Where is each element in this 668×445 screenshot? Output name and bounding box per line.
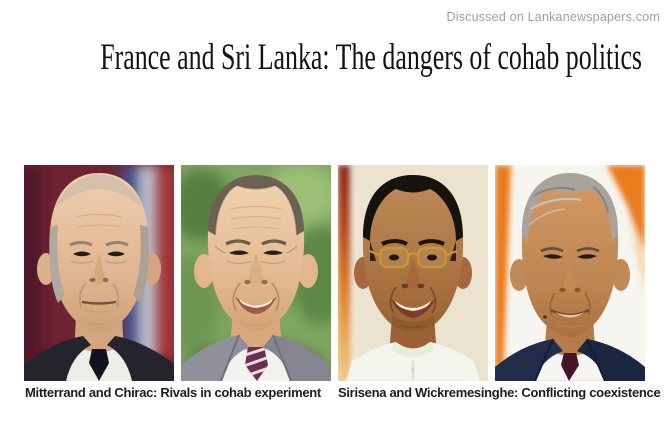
wickremesinghe-face: [521, 173, 619, 337]
portrait-mitterrand: [24, 165, 174, 381]
headline: France and Sri Lanka: The dangers of coh…: [100, 37, 643, 78]
photo-row: [24, 165, 645, 381]
caption-mitterrand-chirac: Mitterrand and Chirac: Rivals in cohab e…: [25, 385, 321, 400]
chirac-face: [207, 175, 305, 331]
caption-sirisena-wickremesinghe: Sirisena and Wickremesinghe: Conflicting…: [338, 385, 661, 400]
portrait-chirac: [181, 165, 331, 381]
portrait-sirisena: [338, 165, 488, 381]
mitterrand-face: [49, 173, 149, 333]
mitterrand-portrait-illustration: [24, 165, 174, 381]
wickremesinghe-portrait-illustration: [495, 165, 645, 381]
chirac-portrait-illustration: [181, 165, 331, 381]
sirisena-portrait-illustration: [338, 165, 488, 381]
attribution-text: Discussed on Lankanewspapers.com: [446, 10, 660, 24]
gray-suit: [181, 334, 331, 381]
orange-band-background: [495, 165, 645, 381]
sirisena-face: [362, 175, 464, 334]
navy-suit: [495, 338, 645, 381]
portrait-wickremesinghe: [495, 165, 645, 381]
white-kurta-shirt: [346, 342, 480, 381]
dark-suit: [24, 336, 174, 381]
